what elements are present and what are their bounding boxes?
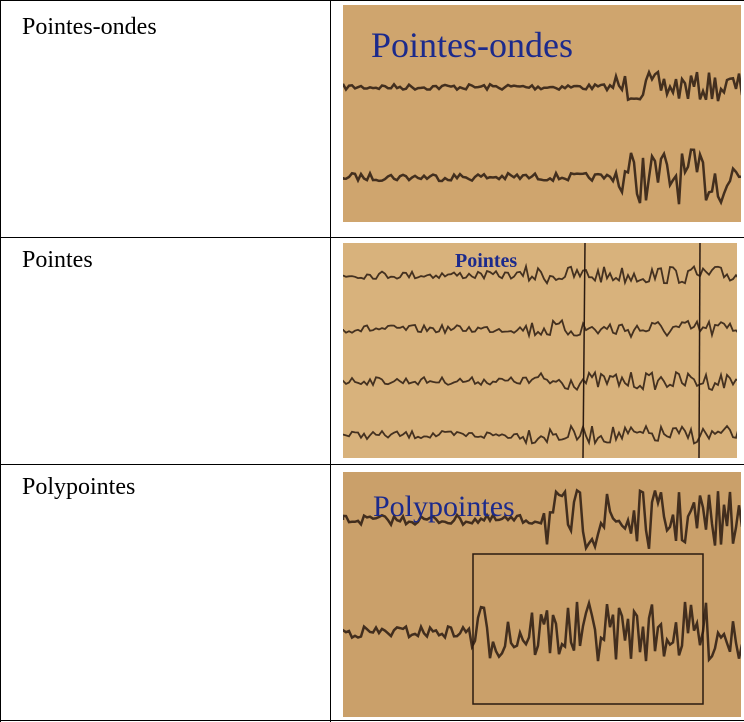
row-label: Pointes bbox=[22, 247, 93, 273]
eeg-trace bbox=[343, 423, 737, 446]
row-divider bbox=[0, 464, 744, 465]
image-background bbox=[343, 243, 737, 458]
image-caption: Pointes bbox=[455, 250, 517, 272]
border bbox=[0, 0, 744, 1]
image-caption: Polypointes bbox=[373, 490, 515, 523]
row-label: Pointes-ondes bbox=[22, 14, 157, 40]
eeg-trace bbox=[343, 488, 741, 552]
eeg-trace bbox=[343, 148, 741, 206]
row-label: Polypointes bbox=[22, 474, 136, 500]
eeg-image: Polypointes bbox=[343, 472, 741, 717]
eeg-trace bbox=[343, 370, 737, 392]
image-background bbox=[343, 5, 741, 222]
border bbox=[0, 720, 744, 721]
marker-line bbox=[698, 243, 701, 458]
eeg-image: Pointes-ondes bbox=[343, 5, 741, 222]
image-background bbox=[343, 472, 741, 717]
eeg-trace bbox=[343, 68, 741, 102]
eeg-trace bbox=[343, 318, 737, 340]
row-divider bbox=[0, 237, 744, 238]
eeg-trace bbox=[343, 598, 741, 663]
image-caption: Pointes-ondes bbox=[371, 25, 573, 65]
border bbox=[0, 0, 1, 722]
marker-line bbox=[582, 243, 586, 458]
eeg-trace bbox=[343, 262, 737, 286]
eeg-image: Pointes bbox=[343, 243, 737, 458]
column-divider bbox=[330, 0, 331, 722]
